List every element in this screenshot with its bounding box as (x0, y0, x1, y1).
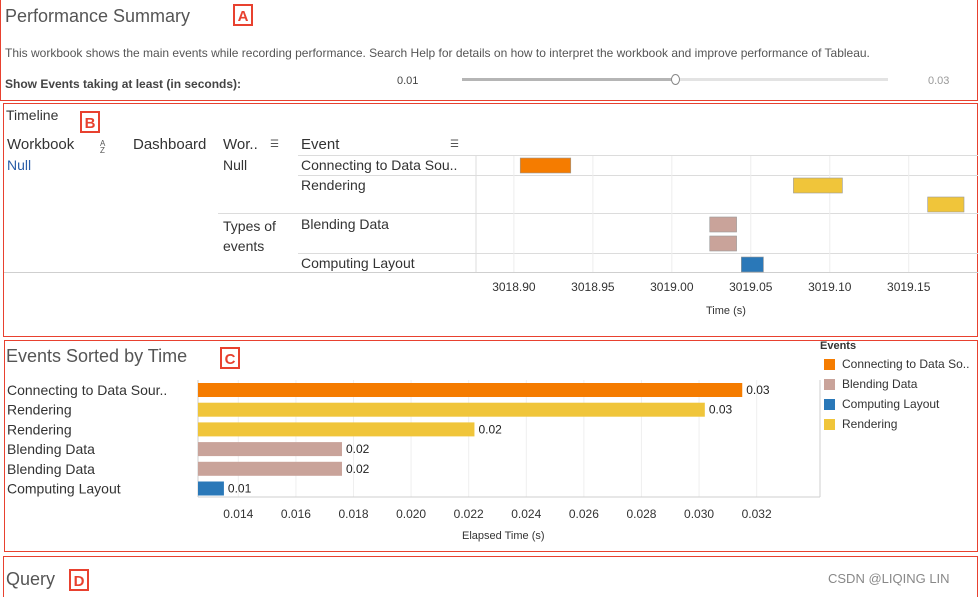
elapsed-time-axis-label: Elapsed Time (s) (462, 530, 545, 542)
timeline-bar (519, 157, 572, 174)
watermark: CSDN @LIQING LIN (828, 571, 950, 586)
timeline-bar (741, 256, 764, 273)
slider-fill (462, 78, 675, 81)
sort-worksheet-icon[interactable]: ☰ (270, 139, 279, 150)
sorted-bar (198, 402, 705, 417)
legend-label[interactable]: Rendering (842, 417, 898, 431)
slider-thumb[interactable] (671, 74, 680, 85)
worksheet-types-of-events: Types of events (223, 218, 276, 254)
sorted-bar-value-label: 0.02 (346, 462, 370, 476)
sorted-category-label: Rendering (7, 421, 72, 437)
sorted-tick-label: 0.032 (742, 507, 772, 521)
timeline-chart: 3018.90 3018.95 3019.00 3019.05 3019.10 3019.… (475, 156, 965, 294)
sorted-bar (198, 481, 224, 496)
sort-event-icon[interactable]: ☰ (450, 139, 459, 150)
sorted-tick-label: 0.018 (338, 507, 368, 521)
timeline-bar (793, 177, 843, 194)
sorted-tick-label: 0.020 (396, 507, 426, 521)
sorted-bar (198, 422, 475, 437)
summary-title: Performance Summary (5, 6, 191, 26)
workbook-value[interactable]: Null (7, 157, 32, 173)
timeline-tag: B (80, 111, 100, 133)
filter-label: Show Events taking at least (in seconds)… (5, 77, 242, 91)
sorted-tick-label: 0.028 (626, 507, 656, 521)
timeline-event-connecting: Connecting to Data Sou.. (301, 157, 458, 173)
sorted-tick-label: 0.024 (511, 507, 541, 521)
header-divider (298, 155, 978, 156)
sorted-tick-label: 0.026 (569, 507, 599, 521)
column-header-workbook[interactable]: Workbook (7, 136, 75, 153)
sorted-category-label: Connecting to Data Sour.. (7, 382, 167, 398)
timeline-bar (927, 196, 965, 213)
legend-swatch[interactable] (824, 359, 835, 370)
timeline-tick-label: 3018.95 (571, 280, 615, 294)
timeline-bar (709, 216, 737, 233)
query-title: Query (6, 569, 56, 589)
legend-label[interactable]: Computing Layout (842, 397, 940, 411)
timeline-event-blending: Blending Data (301, 216, 389, 232)
sorted-category-label: Blending Data (7, 441, 95, 457)
events-duration-slider[interactable] (462, 74, 888, 85)
column-header-worksheet[interactable]: Wor.. (223, 136, 258, 153)
timeline-tick-label: 3019.15 (887, 280, 931, 294)
slider-min-value: 0.01 (397, 75, 419, 87)
timeline-tick-label: 3019.00 (650, 280, 694, 294)
legend-title: Events (820, 340, 857, 352)
row-divider (298, 253, 978, 254)
sorted-bar-value-label: 0.01 (228, 482, 252, 496)
events-sorted-title: Events Sorted by Time (6, 346, 188, 366)
sorted-bar (198, 442, 342, 457)
row-divider (218, 213, 978, 214)
sorted-bar-value-label: 0.02 (346, 442, 370, 456)
slider-max-value: 0.03 (928, 75, 950, 87)
timeline-bar (709, 235, 737, 252)
sorted-bar-value-label: 0.03 (746, 383, 770, 397)
sorted-category-label: Rendering (7, 402, 72, 418)
timeline-tick-label: 3018.90 (492, 280, 536, 294)
sorted-bar (198, 461, 342, 476)
legend-swatch[interactable] (824, 379, 835, 390)
sorted-bar-value-label: 0.03 (709, 403, 733, 417)
sorted-tick-label: 0.030 (684, 507, 714, 521)
timeline-event-rendering: Rendering (301, 177, 366, 193)
sorted-tick-label: 0.016 (281, 507, 311, 521)
legend-swatch[interactable] (824, 399, 835, 410)
events-sorted-chart: 0.014 0.016 0.018 0.020 0.022 0.024 0.026 0.028… (7, 380, 821, 521)
row-divider (298, 175, 978, 176)
legend-label[interactable]: Blending Data (842, 377, 918, 391)
sorted-tick-label: 0.022 (454, 507, 484, 521)
timeline-axis-label: Time (s) (706, 305, 746, 317)
column-header-dashboard[interactable]: Dashboard (133, 136, 207, 153)
timeline-title: Timeline (6, 107, 59, 123)
sorted-category-label: Blending Data (7, 461, 95, 477)
timeline-tick-label: 3019.05 (729, 280, 773, 294)
summary-tag: A (233, 4, 253, 26)
timeline-bottom-divider (4, 272, 978, 273)
timeline-event-computing: Computing Layout (301, 255, 415, 271)
worksheet-null: Null (223, 157, 248, 173)
column-header-event[interactable]: Event (301, 136, 340, 153)
timeline-tick-label: 3019.10 (808, 280, 852, 294)
query-tag: D (69, 569, 89, 591)
legend-swatch[interactable] (824, 419, 835, 430)
legend-label[interactable]: Connecting to Data So.. (842, 357, 970, 371)
summary-description: This workbook shows the main events whil… (5, 46, 870, 60)
sorted-category-label: Computing Layout (7, 481, 121, 497)
sorted-tick-label: 0.014 (223, 507, 253, 521)
sorted-bar-value-label: 0.02 (478, 422, 502, 436)
sorted-bar (198, 383, 743, 397)
events-sorted-tag: C (220, 347, 240, 369)
